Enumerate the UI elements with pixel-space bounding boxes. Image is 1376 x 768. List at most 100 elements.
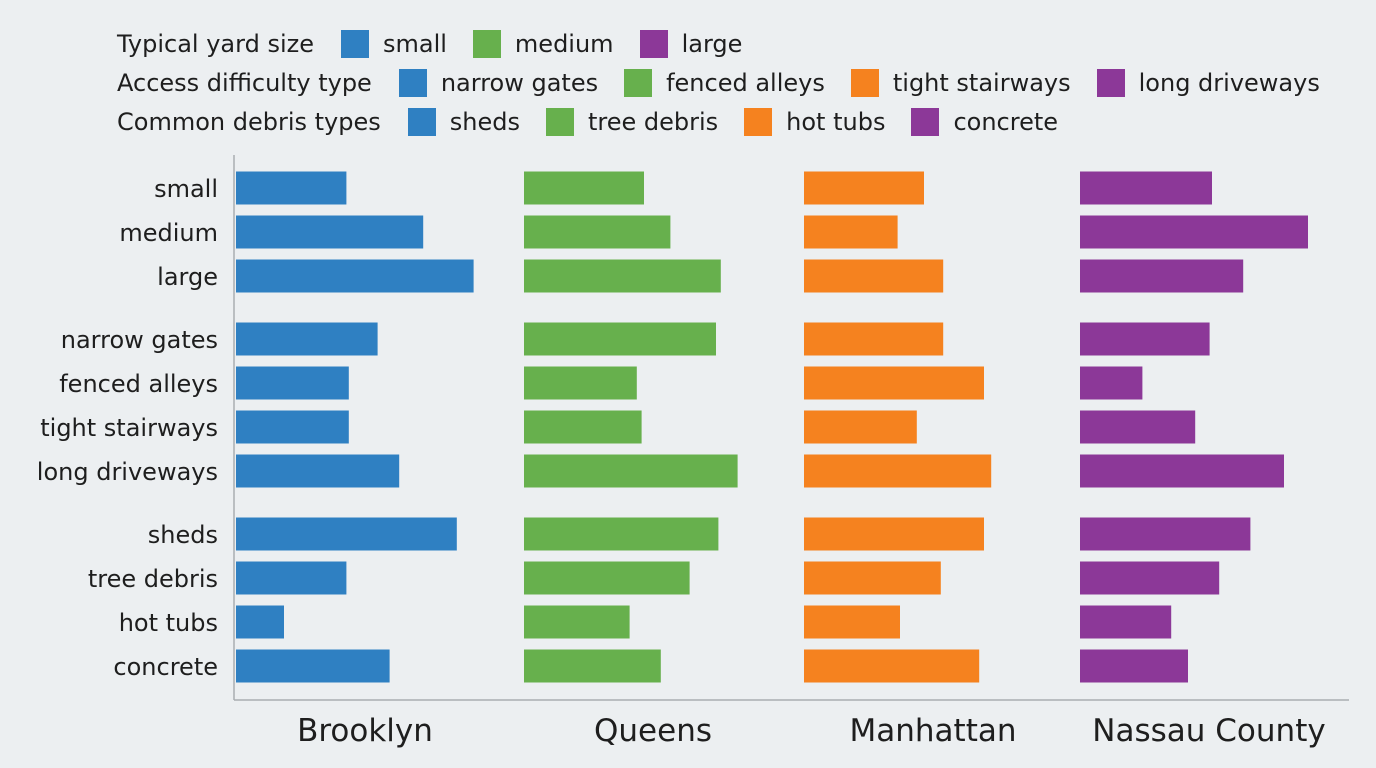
legend-item: hot tubs [744, 107, 886, 136]
category-label: sheds [148, 521, 218, 549]
bar [524, 649, 661, 683]
legend-label: hot tubs [786, 107, 886, 136]
bar [1080, 366, 1143, 400]
bar [804, 454, 992, 488]
bar [804, 605, 900, 639]
panel-label: Nassau County [1092, 713, 1325, 749]
bar [804, 259, 944, 293]
legend-item: long driveways [1096, 68, 1320, 97]
legend-label: small [382, 29, 447, 58]
bar [1080, 322, 1210, 356]
bar [804, 171, 924, 205]
bar [236, 561, 347, 595]
legend-swatch [1096, 68, 1125, 97]
bar [236, 410, 349, 444]
bar [236, 259, 474, 293]
category-label: concrete [113, 653, 218, 681]
legend-item: fenced alleys [624, 68, 825, 97]
legend-item: tree debris [545, 107, 719, 136]
bar [1080, 605, 1172, 639]
legend-item: concrete [911, 107, 1059, 136]
legend-swatch [850, 68, 879, 97]
bar [804, 561, 941, 595]
bar [1080, 259, 1244, 293]
panel-label: Brooklyn [297, 713, 433, 749]
legend-label: narrow gates [440, 68, 599, 97]
category-label: medium [119, 219, 218, 247]
bar [524, 605, 630, 639]
bar [524, 561, 690, 595]
legend-swatch [639, 29, 668, 58]
legend-label: sheds [449, 107, 520, 136]
bar [236, 649, 390, 683]
bar [236, 171, 347, 205]
legend-title: Common debris types [117, 107, 381, 136]
bar [804, 649, 980, 683]
series-group [1080, 171, 1308, 683]
category-label: long driveways [37, 458, 218, 486]
bar [1080, 215, 1308, 249]
bar [236, 215, 424, 249]
bar [804, 410, 917, 444]
bar [524, 215, 671, 249]
legend-swatch [398, 68, 427, 97]
legend-item: small [340, 29, 447, 58]
category-label: small [154, 175, 218, 203]
bar [524, 171, 644, 205]
bar [236, 366, 349, 400]
legend-label: tree debris [587, 107, 719, 136]
bar [804, 366, 984, 400]
legend-label: medium [514, 29, 614, 58]
legend-label: long driveways [1138, 68, 1320, 97]
category-label: tight stairways [40, 414, 218, 442]
bar [1080, 517, 1251, 551]
legend: Typical yard size small medium large Access … [117, 24, 1346, 141]
series-group [236, 171, 474, 683]
bar [1080, 649, 1188, 683]
bar [236, 517, 457, 551]
legend-row: Common debris types sheds tree debris hot t… [117, 102, 1346, 141]
legend-item: tight stairways [850, 68, 1071, 97]
bar [524, 259, 721, 293]
series-group [524, 171, 738, 683]
legend-title: Access difficulty type [117, 68, 372, 97]
bar [524, 410, 642, 444]
legend-label: large [681, 29, 743, 58]
bar [1080, 410, 1196, 444]
legend-item: narrow gates [398, 68, 599, 97]
category-label: narrow gates [61, 326, 218, 354]
bar [524, 454, 738, 488]
bar [1080, 171, 1212, 205]
legend-swatch [744, 107, 773, 136]
category-label: large [157, 263, 218, 291]
bar [236, 454, 400, 488]
legend-label: fenced alleys [666, 68, 825, 97]
category-label: hot tubs [119, 609, 218, 637]
legend-swatch [340, 29, 369, 58]
bar [1080, 454, 1284, 488]
legend-row: Typical yard size small medium large [117, 24, 1346, 63]
bar [1080, 561, 1220, 595]
bar [524, 366, 637, 400]
legend-label: concrete [953, 107, 1059, 136]
legend-swatch [911, 107, 940, 136]
series-group [804, 171, 992, 683]
bar [236, 322, 378, 356]
legend-item: medium [472, 29, 614, 58]
legend-swatch [407, 107, 436, 136]
category-label: fenced alleys [59, 370, 218, 398]
bar [804, 215, 898, 249]
legend-swatch [624, 68, 653, 97]
panel-label: Queens [594, 713, 712, 749]
legend-title: Typical yard size [117, 29, 314, 58]
legend-swatch [545, 107, 574, 136]
legend-item: sheds [407, 107, 520, 136]
legend-label: tight stairways [892, 68, 1071, 97]
bar [524, 322, 716, 356]
bar [804, 322, 944, 356]
legend-item: large [639, 29, 743, 58]
bar [804, 517, 984, 551]
legend-row: Access difficulty type narrow gates fenced… [117, 63, 1346, 102]
bar [236, 605, 284, 639]
